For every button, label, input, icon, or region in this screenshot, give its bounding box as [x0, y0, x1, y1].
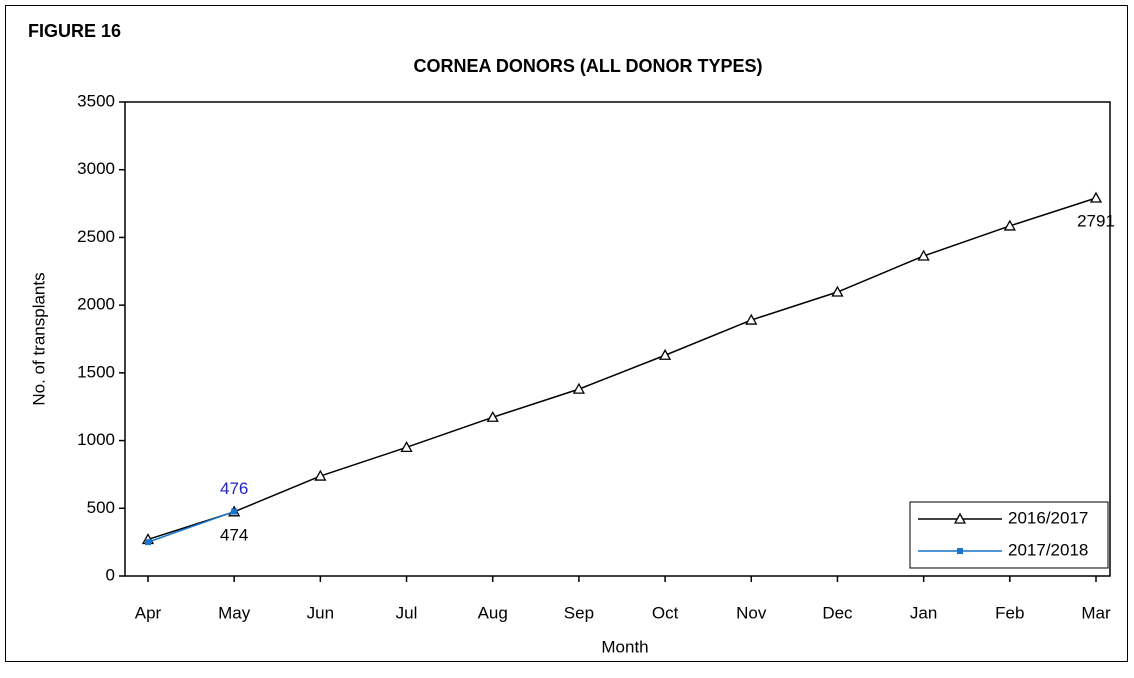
- x-tick-label: Jun: [307, 603, 334, 622]
- marker: [953, 512, 967, 524]
- marker: [145, 539, 151, 546]
- y-tick-label: 1000: [77, 430, 115, 449]
- marker: [658, 348, 672, 360]
- x-tick-label: Apr: [135, 603, 162, 622]
- x-tick-label: Nov: [736, 603, 767, 622]
- x-tick-label: Jul: [396, 603, 418, 622]
- marker: [1003, 219, 1016, 231]
- marker: [572, 382, 586, 394]
- marker: [831, 285, 844, 297]
- x-tick-label: Mar: [1081, 603, 1111, 622]
- marker: [745, 313, 758, 325]
- legend-label: 2017/2018: [1008, 540, 1088, 559]
- series-line: [147, 197, 1097, 541]
- y-tick-label: 500: [87, 498, 115, 517]
- marker: [1089, 191, 1103, 203]
- y-tick-label: 3000: [77, 159, 115, 178]
- marker: [400, 441, 413, 452]
- y-tick-label: 2500: [77, 227, 115, 246]
- y-tick-label: 0: [106, 565, 115, 584]
- data-label: 476: [220, 479, 248, 498]
- marker: [231, 508, 238, 515]
- y-axis-label: No. of transplants: [29, 272, 48, 405]
- chart-title: CORNEA DONORS (ALL DONOR TYPES): [413, 56, 762, 76]
- data-label: 474: [220, 525, 248, 544]
- x-tick-label: Oct: [652, 603, 679, 622]
- figure-label: FIGURE 16: [28, 21, 121, 41]
- y-tick-label: 2000: [77, 295, 115, 314]
- data-label: 2791: [1077, 212, 1115, 231]
- marker: [957, 548, 963, 554]
- marker: [917, 249, 930, 261]
- legend-label: 2016/2017: [1008, 508, 1088, 527]
- legend-box: [909, 501, 1109, 569]
- x-tick-label: May: [218, 603, 251, 622]
- frame: [5, 5, 1128, 662]
- x-tick-label: Feb: [995, 603, 1024, 622]
- y-tick-label: 1500: [77, 362, 115, 381]
- series-line: [147, 510, 235, 543]
- marker: [314, 469, 327, 481]
- plot-frame: [124, 101, 1111, 577]
- x-axis-label: Month: [601, 637, 648, 656]
- x-tick-label: Jan: [910, 603, 937, 622]
- x-tick-label: Sep: [564, 603, 594, 622]
- y-tick-label: 3500: [77, 91, 115, 110]
- x-tick-label: Dec: [822, 603, 853, 622]
- marker: [486, 410, 499, 422]
- x-tick-label: Aug: [478, 603, 508, 622]
